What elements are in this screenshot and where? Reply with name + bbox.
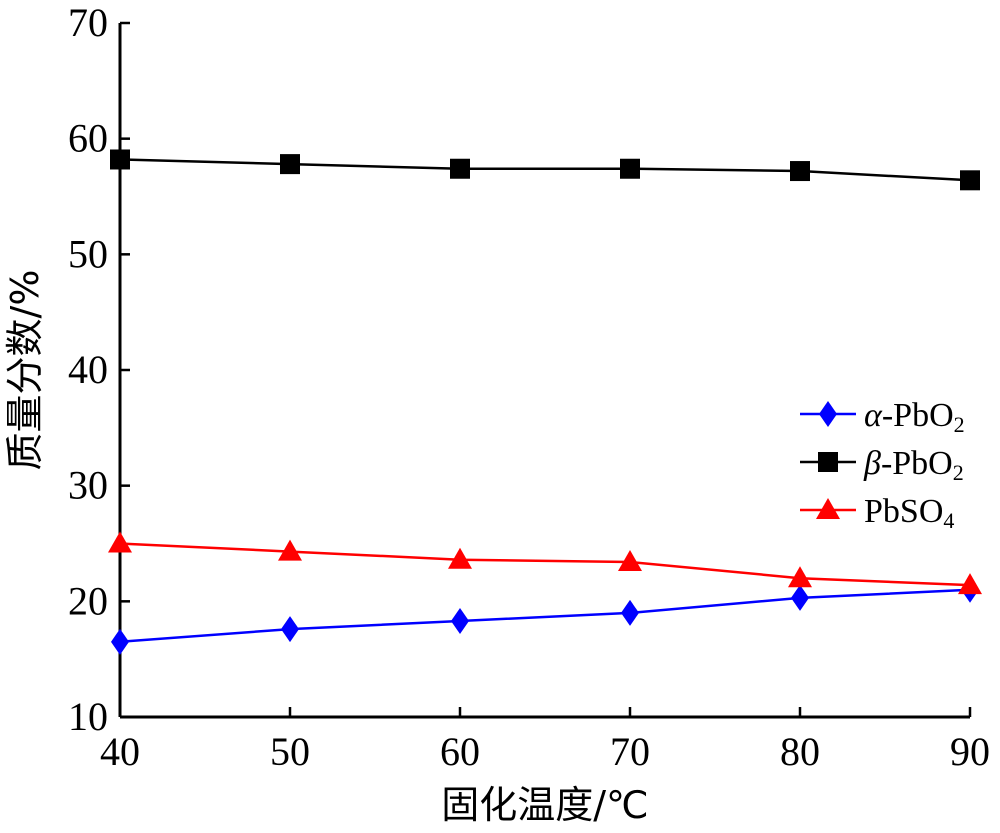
legend: α-PbO2 β-PbO2 PbSO4 — [800, 397, 965, 533]
data-point-triangle — [108, 531, 132, 553]
y-ticks: 10 20 30 40 50 60 70 — [68, 0, 130, 739]
x-tick-label: 40 — [100, 729, 140, 774]
series-group — [108, 149, 982, 655]
x-axis-title: 固化温度/℃ — [441, 783, 648, 827]
x-tick-label: 90 — [950, 729, 990, 774]
data-point-square — [620, 158, 640, 179]
x-tick-label: 70 — [610, 729, 650, 774]
y-tick-label: 50 — [68, 231, 108, 276]
series-triangle — [108, 531, 982, 595]
data-point-square — [818, 452, 838, 472]
legend-item: α-PbO2 — [800, 397, 965, 437]
data-point-square — [110, 149, 130, 170]
y-tick-label: 60 — [68, 116, 108, 161]
data-point-triangle — [788, 566, 812, 588]
x-ticks: 40 50 60 70 80 90 — [100, 707, 990, 774]
data-point-diamond — [281, 616, 299, 643]
data-point-square — [960, 170, 980, 191]
data-point-square — [450, 158, 470, 179]
x-tick-label: 80 — [780, 729, 820, 774]
data-point-triangle — [278, 539, 302, 561]
axes — [118, 23, 970, 719]
data-point-triangle — [958, 573, 982, 595]
y-tick-label: 30 — [68, 463, 108, 508]
data-point-diamond — [111, 628, 129, 655]
data-point-square — [790, 161, 810, 182]
series-line — [119, 158, 971, 182]
x-tick-label: 50 — [270, 729, 310, 774]
y-tick-label: 20 — [68, 578, 108, 623]
series-diamond — [111, 576, 979, 655]
data-point-square — [280, 154, 300, 175]
data-point-triangle — [448, 547, 472, 569]
legend-label: α-PbO2 — [864, 397, 965, 437]
data-point-diamond — [791, 584, 809, 611]
y-tick-label: 40 — [68, 347, 108, 392]
legend-item: PbSO4 — [800, 493, 954, 533]
legend-item: β-PbO2 — [800, 445, 964, 485]
series-line — [119, 542, 971, 587]
data-point-diamond — [621, 599, 639, 626]
series-square — [110, 149, 980, 191]
data-point-diamond — [451, 607, 469, 634]
legend-label: PbSO4 — [864, 493, 954, 533]
y-tick-label: 70 — [68, 0, 108, 45]
y-axis-title: 质量分数/% — [3, 270, 47, 471]
data-point-triangle — [618, 550, 642, 572]
data-point-diamond — [819, 401, 837, 427]
y-tick-label: 10 — [68, 694, 108, 739]
series-line — [119, 588, 971, 644]
data-point-triangle — [816, 498, 840, 519]
x-tick-label: 60 — [440, 729, 480, 774]
legend-label: β-PbO2 — [863, 445, 964, 485]
